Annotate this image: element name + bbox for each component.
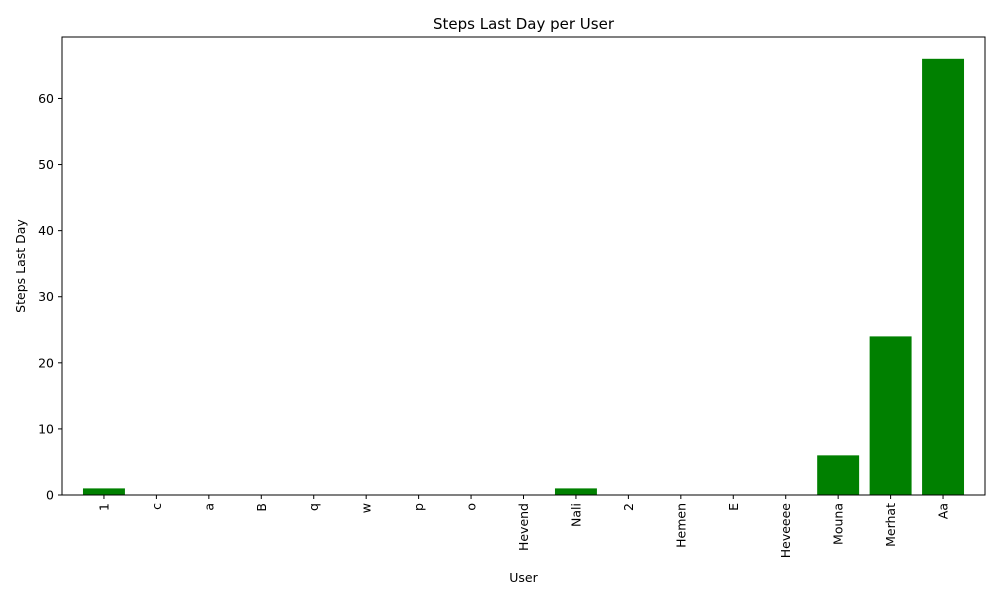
- x-tick-label: Hemen: [673, 503, 688, 548]
- y-tick-label: 0: [46, 488, 54, 503]
- x-tick-label: Merhat: [883, 503, 898, 547]
- x-tick-label: Aa: [936, 503, 951, 519]
- y-tick-label: 10: [38, 421, 54, 436]
- x-tick-label: 1: [96, 503, 111, 511]
- y-axis-title: Steps Last Day: [13, 219, 28, 313]
- x-tick-label: 2: [621, 503, 636, 511]
- x-tick-label: Nali: [568, 503, 583, 527]
- y-tick-label: 30: [38, 289, 54, 304]
- x-tick-label: Hevend: [516, 503, 531, 551]
- chart-title: Steps Last Day per User: [433, 15, 615, 33]
- y-tick-label: 40: [38, 223, 54, 238]
- bars-group: [82, 58, 965, 496]
- x-axis-title: User: [509, 570, 538, 585]
- y-tick-label: 20: [38, 355, 54, 370]
- x-tick-label: o: [464, 503, 479, 511]
- x-tick-label: p: [411, 503, 426, 511]
- bar-1: [82, 488, 125, 495]
- x-tick-label: E: [726, 503, 741, 511]
- y-axis: 0 10 20 30 40 50 60: [38, 91, 62, 503]
- x-tick-label: c: [149, 503, 164, 510]
- x-tick-label: Heveeee: [778, 503, 793, 559]
- x-tick-label: q: [306, 503, 321, 511]
- bar-Merhat: [869, 336, 912, 495]
- x-tick-label: w: [359, 503, 374, 513]
- x-tick-label: a: [201, 503, 216, 511]
- bar-Aa: [922, 58, 965, 496]
- bar-Mouna: [817, 455, 860, 495]
- x-tick-label: B: [254, 503, 269, 512]
- plot-frame: [61, 36, 986, 496]
- y-tick-label: 50: [38, 157, 54, 172]
- bar-Nali: [554, 488, 597, 495]
- x-tick-label: Mouna: [831, 503, 846, 545]
- y-tick-label: 60: [38, 91, 54, 106]
